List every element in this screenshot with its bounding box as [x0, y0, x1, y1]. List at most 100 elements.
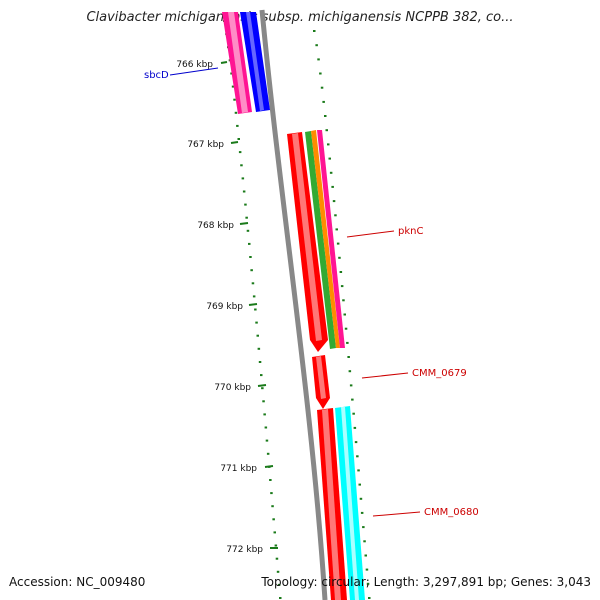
CMM_0679-track-red-highlight [316, 356, 326, 399]
guide-dot [348, 370, 352, 373]
pknC-label[interactable]: pknC [398, 226, 423, 237]
guide-dot [324, 115, 327, 117]
tick-mark [220, 61, 228, 64]
guide-dot [257, 347, 261, 350]
CMM_0680-label-leader [372, 511, 421, 517]
guide-dot [263, 413, 266, 416]
tick-label: 772 kbp [226, 545, 263, 555]
guide-dot [359, 497, 363, 500]
sbcD-track-blue-highlight [246, 12, 264, 111]
guide-dot [270, 492, 273, 495]
feature-pknC[interactable] [287, 130, 345, 352]
guide-dot [231, 85, 235, 88]
guide-dot [251, 282, 255, 285]
guide-dot [264, 426, 268, 429]
outer-dotted-guide [313, 30, 371, 599]
guide-dot [244, 203, 247, 206]
guide-dot [246, 229, 250, 232]
guide-dot [254, 308, 257, 311]
guide-dot [258, 361, 262, 363]
guide-dot [261, 387, 264, 390]
guide-dot [236, 124, 239, 127]
guide-dot [260, 374, 263, 377]
pknC-track-green [305, 131, 336, 349]
guide-dot [242, 190, 246, 193]
guide-dot [346, 341, 349, 344]
tick-label: 771 kbp [220, 464, 257, 474]
guide-dot [317, 58, 320, 61]
CMM_0679-label[interactable]: CMM_0679 [412, 368, 467, 379]
guide-dot [352, 412, 355, 415]
guide-dot [234, 111, 238, 114]
guide-dot [334, 214, 337, 217]
guide-dot [240, 164, 243, 167]
guide-dot [356, 455, 359, 458]
guide-dot [271, 505, 274, 508]
guide-dot [349, 384, 353, 387]
feature-CMM_0680[interactable] [317, 406, 365, 600]
pknC-label-leader [346, 230, 395, 238]
pknC-track-orange [311, 130, 340, 348]
guide-dot [368, 597, 371, 599]
guide-dot [266, 452, 270, 455]
guide-dot [230, 72, 233, 75]
guide-dot [322, 100, 325, 103]
tick-mark [257, 384, 267, 387]
sbcD-track-pink-highlight [228, 12, 248, 113]
sbcD-label-leader [169, 67, 219, 76]
CMM_0680-track-cyan-highlight [341, 407, 359, 600]
guide-dot [272, 518, 275, 521]
feature-sbcD[interactable] [222, 12, 270, 114]
guide-dot [273, 531, 276, 534]
guide-dot [338, 256, 341, 259]
guide-dot [342, 299, 345, 302]
pknC-track-red-highlight [292, 133, 322, 341]
guide-dot [328, 157, 331, 160]
guide-dot [248, 242, 251, 245]
genome-summary-text: Topology: circular; Length: 3,297,891 bp… [261, 575, 591, 589]
guide-dot [233, 98, 236, 101]
guide-dot [340, 285, 344, 288]
guide-dot [275, 557, 279, 560]
guide-dot [320, 86, 324, 89]
guide-dot [250, 269, 253, 272]
guide-dot [276, 570, 280, 573]
guide-dot [351, 398, 354, 401]
sbcD-label[interactable]: sbcD [144, 70, 169, 81]
guide-dot [357, 469, 360, 472]
CMM_0680-label[interactable]: CMM_0680 [424, 507, 479, 518]
guide-dot [313, 30, 316, 32]
guide-dot [362, 526, 365, 529]
genome-backbone [259, 9, 328, 600]
CMM_0680-track-red-highlight [322, 409, 341, 600]
guide-dot [339, 271, 343, 273]
guide-dot [331, 185, 334, 188]
tick-mark [230, 141, 239, 144]
tick-label: 770 kbp [214, 383, 251, 393]
tick-label: 766 kbp [176, 60, 213, 70]
tick-label: 769 kbp [206, 302, 243, 312]
tick-mark [248, 303, 258, 306]
guide-dot [365, 568, 369, 571]
guide-dot [366, 582, 370, 585]
pknC-track-magenta [317, 130, 345, 348]
ruler-ticks [220, 61, 278, 549]
guide-dot [329, 171, 333, 174]
guide-dot [252, 295, 256, 298]
guide-dot [347, 356, 350, 358]
guide-dot [363, 540, 366, 543]
guide-dot [335, 228, 338, 231]
guide-dot [319, 72, 322, 75]
guide-dot [274, 544, 278, 547]
tick-mark [264, 465, 274, 468]
CMM_0679-label-leader [361, 372, 409, 379]
guide-dot [279, 597, 282, 599]
guide-dot [364, 554, 367, 557]
guide-dot [241, 177, 245, 180]
inner-dotted-guide [223, 20, 282, 599]
feature-CMM_0679[interactable] [312, 355, 330, 409]
guide-dot [256, 334, 259, 337]
guide-dot [343, 313, 346, 316]
guide-dot [336, 242, 340, 245]
